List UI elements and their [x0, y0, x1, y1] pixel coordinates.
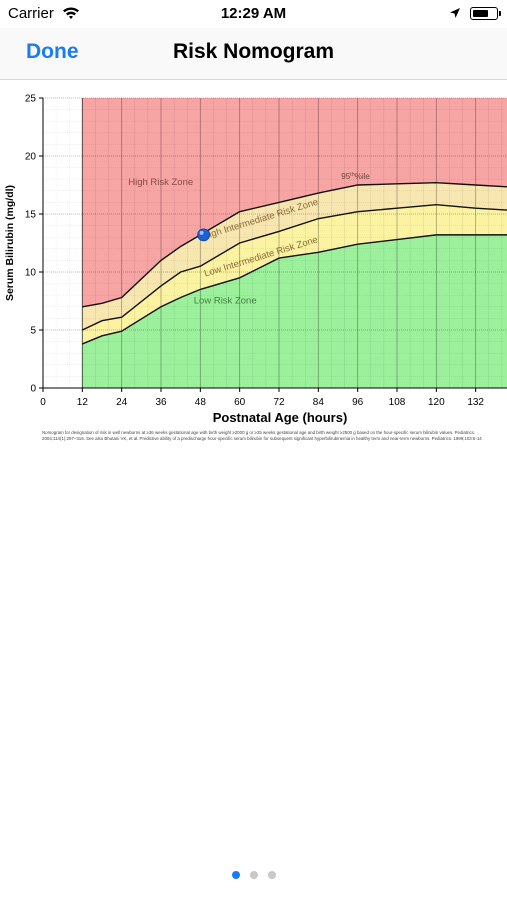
zone-label-high: High Risk Zone	[128, 177, 193, 188]
x-tick-label: 60	[234, 397, 246, 408]
battery-icon	[470, 7, 501, 20]
high-risk-zone	[82, 98, 507, 307]
zone-label-low: Low Risk Zone	[194, 295, 257, 306]
percentile-95-label: 95th%ile	[341, 172, 370, 181]
page-dot[interactable]	[267, 871, 276, 879]
carrier-label: Carrier	[8, 5, 54, 22]
page-title: Risk Nomogram	[172, 40, 335, 63]
x-tick-label: 132	[467, 397, 484, 408]
y-tick-label: 10	[25, 268, 37, 279]
clock: 12:29 AM	[220, 5, 287, 22]
y-axis-label: Serum Bilirubin (mg/dl)	[4, 185, 16, 301]
status-bar: Carrier 12:29 AM	[0, 0, 507, 28]
x-tick-label: 24	[116, 397, 128, 408]
percentile-line-1	[82, 181, 507, 308]
y-tick-label: 25	[25, 94, 37, 105]
x-tick-label: 0	[40, 397, 46, 408]
x-tick-label: 84	[313, 397, 325, 408]
nomogram-svg: 051015202501224364860728496108120132144P…	[4, 94, 507, 425]
nomogram-chart: 051015202501224364860728496108120132144P…	[0, 80, 507, 460]
y-tick-label: 15	[25, 210, 37, 221]
y-tick-label: 0	[30, 384, 36, 395]
x-tick-label: 108	[389, 397, 406, 408]
x-tick-label: 36	[155, 397, 167, 408]
pre-12h-region	[43, 98, 83, 388]
page-control[interactable]	[0, 866, 507, 879]
location-arrow-icon	[449, 6, 461, 23]
x-tick-label: 96	[352, 397, 364, 408]
low-intermediate-zone	[82, 204, 507, 344]
x-tick-label: 12	[77, 397, 89, 408]
navigation-bar: Done Risk Nomogram	[0, 28, 507, 80]
battery-fill	[472, 9, 488, 17]
x-tick-label: 48	[195, 397, 207, 408]
percentile-line-2	[82, 204, 507, 331]
x-tick-label: 72	[273, 397, 285, 408]
page-dot[interactable]	[231, 871, 240, 879]
x-tick-label: 120	[428, 397, 445, 408]
wifi-icon	[62, 6, 80, 24]
y-tick-label: 20	[25, 152, 37, 163]
done-button[interactable]: Done	[26, 40, 79, 63]
page-dot[interactable]	[249, 871, 258, 879]
low-risk-zone	[82, 234, 507, 388]
patient-marker	[197, 228, 211, 242]
battery-nub	[499, 11, 501, 16]
patient-marker-highlight	[199, 230, 204, 235]
x-axis-label: Postnatal Age (hours)	[213, 410, 348, 425]
y-tick-label: 5	[30, 326, 36, 337]
percentile-line-3	[82, 234, 507, 345]
chart-footnote: Nomogram for designation of risk in well…	[42, 430, 482, 441]
